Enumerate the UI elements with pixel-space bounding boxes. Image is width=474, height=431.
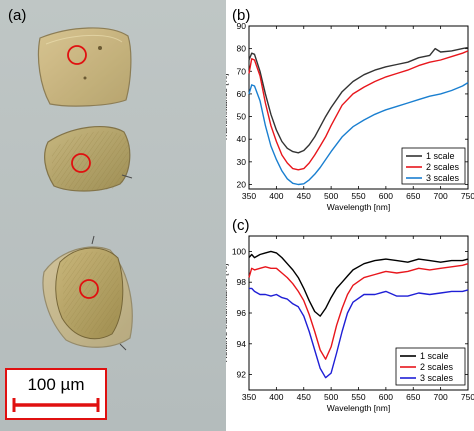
legend-label: 1 scale — [426, 151, 455, 161]
x-tick-label: 550 — [351, 191, 365, 201]
panel-b-label: (b) — [232, 7, 250, 24]
x-tick-label: 350 — [242, 392, 256, 402]
series-line-1-scale — [248, 46, 469, 154]
x-tick-label: 650 — [406, 191, 420, 201]
x-axis-label: Wavelength [nm] — [327, 403, 390, 413]
x-tick-label: 450 — [297, 191, 311, 201]
x-tick-label: 700 — [434, 392, 448, 402]
y-tick-label: 70 — [237, 66, 247, 76]
y-tick-label: 96 — [237, 308, 247, 318]
measurement-spot-3 — [79, 279, 99, 299]
scale-bar-box — [5, 368, 107, 420]
y-tick-label: 60 — [237, 89, 247, 99]
x-axis-label: Wavelength [nm] — [327, 202, 390, 212]
x-tick-label: 450 — [297, 392, 311, 402]
y-tick-label: 100 — [232, 246, 246, 256]
y-tick-label: 92 — [237, 370, 247, 380]
y-tick-label: 90 — [237, 21, 247, 31]
x-tick-label: 500 — [324, 191, 338, 201]
x-tick-label: 350 — [242, 191, 256, 201]
x-tick-label: 650 — [406, 392, 420, 402]
relative-transmittance-chart: (c) 350 400 450 500 550 600 650 700 750 92 94 96 98 1… — [226, 217, 474, 413]
y-tick-label: 50 — [237, 112, 247, 122]
series-line-3-scales — [249, 287, 469, 379]
y-axis-label: Relative transmittance [%] — [226, 264, 229, 363]
micrograph-panel: (a) 100 µm — [0, 0, 226, 431]
x-tick-label: 400 — [269, 191, 283, 201]
x-tick-label: 700 — [434, 191, 448, 201]
legend-label: 2 scales — [426, 162, 460, 172]
y-tick-label: 98 — [237, 277, 247, 287]
scale-bar: 100 µm — [5, 368, 107, 420]
panel-c-label: (c) — [232, 217, 250, 234]
y-tick-label: 94 — [237, 339, 247, 349]
y-tick-label: 30 — [237, 157, 247, 167]
x-tick-label: 600 — [379, 392, 393, 402]
measurement-spot-2 — [71, 153, 91, 173]
transmittance-chart: (b) 350 400 450 500 550 600 650 700 750 20 30 40 50 6… — [226, 7, 474, 212]
x-tick-label: 550 — [351, 392, 365, 402]
scale-bar-label: 100 µm — [27, 375, 84, 394]
legend-label: 2 scales — [420, 362, 454, 372]
y-axis-label: Transmittance [%] — [226, 73, 229, 141]
y-tick-label: 20 — [237, 179, 247, 189]
x-tick-label: 600 — [379, 191, 393, 201]
series-line-1-scale — [248, 250, 469, 317]
series-line-2-scales — [248, 263, 469, 360]
x-tick-label: 750 — [461, 392, 474, 402]
x-tick-label: 500 — [324, 392, 338, 402]
series-line-2-scales — [248, 50, 469, 171]
y-tick-label: 40 — [237, 134, 247, 144]
y-tick-label: 80 — [237, 44, 247, 54]
legend-label: 1 scale — [420, 351, 449, 361]
legend-label: 3 scales — [420, 373, 454, 383]
legend-label: 3 scales — [426, 173, 460, 183]
x-tick-label: 400 — [269, 392, 283, 402]
panel-a-label: (a) — [8, 7, 26, 24]
butterfly-scale-1 — [37, 27, 132, 107]
x-tick-label: 750 — [461, 191, 474, 201]
measurement-spot-1 — [67, 45, 87, 65]
series-line-3-scales — [248, 82, 469, 186]
